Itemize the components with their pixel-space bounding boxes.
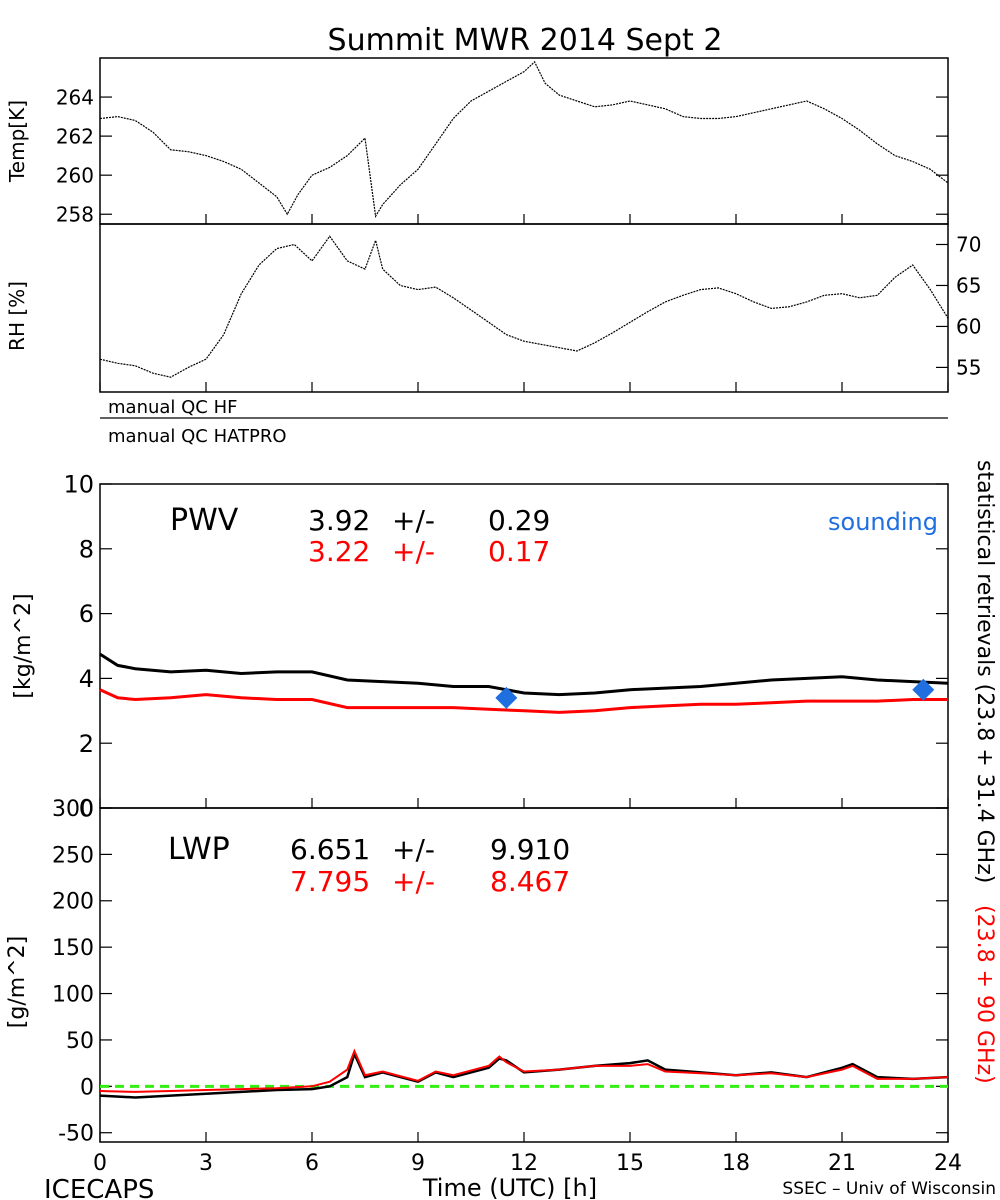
pwv-sounding-markers (495, 678, 935, 709)
y-tick-label: 258 (56, 202, 94, 226)
y-tick-label: 200 (52, 890, 94, 915)
lwp-stat-black-mean: 6.651 (290, 833, 370, 866)
pwv-ylabel: [kg/m^2] (11, 593, 36, 698)
y-tick-label: 6 (79, 600, 94, 628)
x-tick-label: 24 (934, 1151, 962, 1176)
y-tick-label: 150 (52, 936, 94, 961)
rh-frame (99, 223, 949, 393)
bottom-right-label: SSEC – Univ of Wisconsin (782, 1179, 996, 1199)
x-tick-label: 18 (722, 1151, 750, 1176)
y-tick-label: 10 (63, 471, 94, 499)
qc-strips: manual QC HF manual QC HATPRO (100, 397, 948, 447)
pwv-stat-black-std: 0.29 (488, 504, 550, 537)
x-axis-label: Time (UTC) [h] (422, 1174, 597, 1200)
sounding-marker (495, 686, 518, 709)
y-tick-label: 55 (956, 356, 981, 380)
y-tick-label: 8 (79, 535, 94, 563)
rh-panel: RH [%] 55 60 65 70 (5, 223, 981, 393)
pwv-stat-black-mean: 3.92 (308, 504, 370, 537)
pwv-stat-black-pm: +/- (392, 504, 435, 537)
lwp-red-series-line (99, 1048, 949, 1093)
x-tick-label: 15 (616, 1151, 644, 1176)
x-tick-label: 6 (305, 1151, 319, 1176)
pwv-stat-red-mean: 3.22 (308, 535, 370, 568)
lwp-panel-label: LWP (168, 832, 230, 867)
figure-title: Summit MWR 2014 Sept 2 (328, 23, 723, 58)
qc-label-hatpro: manual QC HATPRO (108, 426, 287, 447)
y-tick-label: 0 (80, 1075, 94, 1100)
rh-ylabel: RH [%] (5, 281, 29, 351)
y-tick-label: 70 (956, 233, 981, 257)
lwp-panel: [g/m^2] LWP 6.651 +/- 9.910 7.795 +/- 8.… (5, 797, 949, 1147)
y-tick-label: 262 (56, 124, 94, 148)
pwv-stat-red-pm: +/- (392, 535, 435, 568)
y-tick-label: 250 (52, 843, 94, 868)
pwv-black-series-line (99, 652, 949, 697)
x-tick-label: 0 (93, 1151, 107, 1176)
sounding-legend-label: sounding (828, 508, 938, 536)
y-tick-label: 4 (79, 665, 94, 693)
lwp-stat-red-pm: +/- (392, 865, 435, 898)
x-axis-ticks: 0 3 6 9 12 15 18 21 24 (93, 214, 962, 1176)
y-tick-label: 260 (56, 163, 94, 187)
y-tick-label: 60 (956, 315, 981, 339)
lwp-stat-black-pm: +/- (392, 833, 435, 866)
x-tick-label: 3 (199, 1151, 213, 1176)
y-tick-label: 100 (52, 982, 94, 1007)
pwv-panel: [kg/m^2] PWV 3.92 +/- 0.29 3.22 +/- 0.17… (11, 471, 949, 823)
right-label-black: statistical retrievals (23.8 + 31.4 GHz) (972, 460, 997, 883)
lwp-yticks: -50 0 50 100 150 200 250 300 (52, 797, 948, 1147)
lwp-stat-red-mean: 7.795 (290, 865, 370, 898)
temperature-series-line (99, 60, 949, 218)
lwp-stat-black-std: 9.910 (490, 833, 570, 866)
pwv-stat-red-std: 0.17 (488, 535, 550, 568)
pwv-red-series-line (99, 688, 948, 714)
pwv-yticks: 0 2 4 6 8 10 (63, 471, 948, 823)
x-tick-label: 21 (828, 1151, 856, 1176)
temperature-panel: Temp[K] 258 260 262 264 (5, 57, 949, 226)
y-tick-label: 264 (56, 85, 94, 109)
x-tick-label: 9 (411, 1151, 425, 1176)
rh-yticks: 55 60 65 70 (936, 233, 981, 380)
bottom-left-label: ICECAPS (44, 1175, 154, 1200)
y-tick-label: 0 (79, 795, 94, 823)
temperature-ylabel: Temp[K] (5, 100, 29, 183)
y-tick-label: 50 (66, 1029, 94, 1054)
temperature-yticks: 258 260 262 264 (56, 85, 948, 226)
lwp-black-series-line (99, 1050, 949, 1099)
lwp-ylabel: [g/m^2] (5, 936, 30, 1028)
lwp-stat-red-std: 8.467 (490, 865, 570, 898)
y-tick-label: 300 (52, 797, 94, 822)
y-tick-label: 2 (79, 730, 94, 758)
temperature-frame (99, 57, 949, 225)
sounding-marker (912, 678, 935, 701)
qc-label-hf: manual QC HF (108, 397, 237, 418)
y-tick-label: -50 (58, 1122, 94, 1147)
right-label-red: (23.8 + 90 GHz) (972, 905, 997, 1084)
rh-series-line (99, 235, 949, 378)
y-tick-label: 65 (956, 274, 981, 298)
pwv-panel-label: PWV (170, 503, 239, 538)
x-tick-label: 12 (510, 1151, 538, 1176)
